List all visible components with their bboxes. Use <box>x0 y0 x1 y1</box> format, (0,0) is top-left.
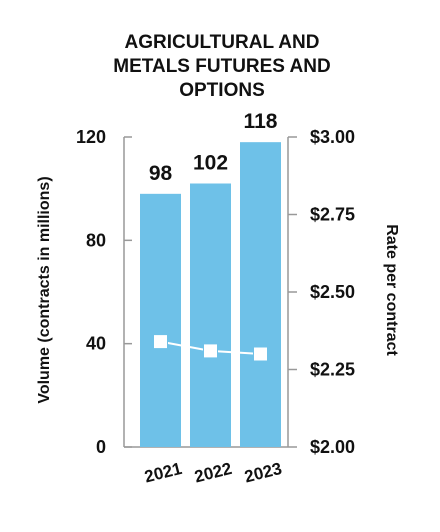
chart-title-line-2: METALS FUTURES AND <box>113 56 330 77</box>
bars <box>140 142 281 447</box>
y2-axis-title: Rate per contract <box>383 224 400 356</box>
x-tick-label: 2022 <box>193 459 234 487</box>
y2-tick-label: $2.75 <box>310 205 355 225</box>
bar-2021 <box>140 193 181 447</box>
chart-title-line-3: OPTIONS <box>179 80 265 101</box>
bar-value-label: 98 <box>149 162 173 185</box>
x-tick-label: 2021 <box>143 459 184 487</box>
x-tick-label: 2023 <box>243 459 284 487</box>
y-tick-label: 40 <box>86 334 106 354</box>
y2-tick-label: $2.00 <box>310 437 355 457</box>
rate-line <box>153 334 268 362</box>
y-axis-title: Volume (contracts in millions) <box>36 176 53 403</box>
chart-title: AGRICULTURAL AND METALS FUTURES AND OPTI… <box>113 32 330 101</box>
rate-marker <box>203 343 218 359</box>
y2-tick-label: $2.25 <box>310 360 355 380</box>
bar-2023 <box>240 142 281 447</box>
chart-title-line-1: AGRICULTURAL AND <box>125 32 320 53</box>
y-tick-label: 0 <box>96 437 106 457</box>
rate-marker <box>253 346 268 362</box>
rate-marker <box>153 334 168 350</box>
bar-value-label: 102 <box>193 152 228 175</box>
y2-tick-label: $2.50 <box>310 282 355 302</box>
bar-value-label: 118 <box>244 110 278 133</box>
y-tick-label: 80 <box>86 230 106 250</box>
bar-2022 <box>190 183 231 447</box>
y-tick-label: 120 <box>76 127 106 147</box>
y2-tick-label: $3.00 <box>310 127 355 147</box>
